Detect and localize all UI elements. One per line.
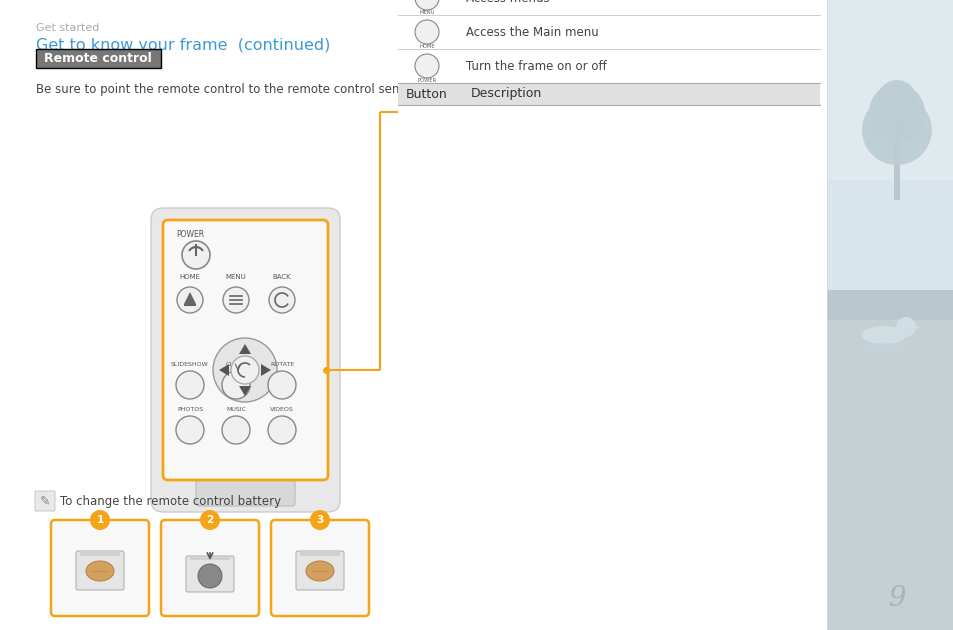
Bar	[893, 120, 899, 200]
Text: To change the remote control battery: To change the remote control battery	[60, 495, 281, 508]
Circle shape	[182, 241, 210, 269]
Circle shape	[881, 90, 911, 120]
Text: BACK: BACK	[273, 274, 291, 280]
Circle shape	[415, 54, 438, 78]
FancyBboxPatch shape	[271, 520, 369, 616]
FancyBboxPatch shape	[163, 220, 328, 480]
Circle shape	[90, 510, 110, 530]
Text: Button: Button	[406, 88, 447, 101]
FancyBboxPatch shape	[36, 49, 161, 68]
Circle shape	[231, 356, 258, 384]
Polygon shape	[239, 344, 251, 354]
Circle shape	[268, 371, 295, 399]
Text: HOME: HOME	[418, 44, 435, 49]
Ellipse shape	[861, 326, 905, 344]
Text: ROTATE: ROTATE	[270, 362, 294, 367]
Polygon shape	[219, 364, 229, 376]
FancyBboxPatch shape	[295, 551, 344, 590]
Ellipse shape	[86, 561, 113, 581]
Ellipse shape	[864, 343, 902, 351]
Circle shape	[175, 371, 204, 399]
Circle shape	[874, 98, 918, 142]
FancyBboxPatch shape	[161, 520, 258, 616]
FancyBboxPatch shape	[51, 520, 149, 616]
Circle shape	[415, 0, 438, 10]
Polygon shape	[261, 364, 271, 376]
FancyBboxPatch shape	[76, 551, 124, 590]
Bar	[397, 83, 820, 105]
Text: POWER: POWER	[416, 78, 436, 83]
Circle shape	[310, 510, 330, 530]
Circle shape	[222, 371, 250, 399]
Circle shape	[895, 317, 915, 337]
Text: MENU: MENU	[418, 10, 435, 15]
Circle shape	[876, 80, 916, 120]
Text: 2: 2	[206, 515, 213, 525]
FancyBboxPatch shape	[35, 491, 55, 511]
Bar	[826, 0, 953, 320]
Text: Get to know your frame  (continued): Get to know your frame (continued)	[36, 38, 330, 53]
Text: POWER: POWER	[175, 230, 204, 239]
Bar	[826, 290, 953, 320]
Text: Access the Main menu: Access the Main menu	[465, 25, 598, 38]
Circle shape	[861, 95, 931, 165]
Circle shape	[200, 510, 220, 530]
Text: MENU: MENU	[226, 274, 246, 280]
Circle shape	[415, 20, 438, 44]
Bar	[80, 551, 120, 556]
Polygon shape	[913, 326, 922, 329]
Bar	[299, 551, 339, 556]
Text: Turn the frame on or off: Turn the frame on or off	[465, 59, 606, 72]
Bar	[826, 0, 953, 630]
Text: Get started: Get started	[36, 23, 99, 33]
Text: SLIDESHOW: SLIDESHOW	[171, 362, 209, 367]
Circle shape	[175, 416, 204, 444]
Circle shape	[177, 287, 203, 313]
Ellipse shape	[306, 561, 334, 581]
FancyBboxPatch shape	[151, 208, 339, 512]
Circle shape	[269, 287, 294, 313]
Circle shape	[868, 84, 924, 140]
Text: Be sure to point the remote control to the remote control sensor on the frame (p: Be sure to point the remote control to t…	[36, 83, 537, 96]
Polygon shape	[239, 386, 251, 396]
Text: CLOCK: CLOCK	[225, 362, 246, 367]
Text: Access menus: Access menus	[465, 0, 549, 4]
Text: ✎: ✎	[40, 495, 51, 508]
Text: 1: 1	[96, 515, 104, 525]
Bar	[190, 555, 230, 560]
Text: PHOTOS: PHOTOS	[176, 407, 203, 412]
Circle shape	[222, 416, 250, 444]
FancyBboxPatch shape	[195, 480, 294, 506]
Text: Remote control: Remote control	[44, 52, 152, 64]
Text: HOME: HOME	[179, 274, 200, 280]
Circle shape	[213, 338, 276, 402]
Text: 9: 9	[887, 585, 904, 612]
Circle shape	[223, 287, 249, 313]
Text: MUSIC: MUSIC	[226, 407, 246, 412]
Text: 3: 3	[316, 515, 323, 525]
Text: VIDEOS: VIDEOS	[270, 407, 294, 412]
Bar	[826, 0, 953, 180]
Circle shape	[268, 416, 295, 444]
Text: Description: Description	[471, 88, 541, 101]
FancyBboxPatch shape	[186, 556, 233, 592]
Ellipse shape	[198, 564, 222, 588]
Polygon shape	[184, 292, 195, 304]
